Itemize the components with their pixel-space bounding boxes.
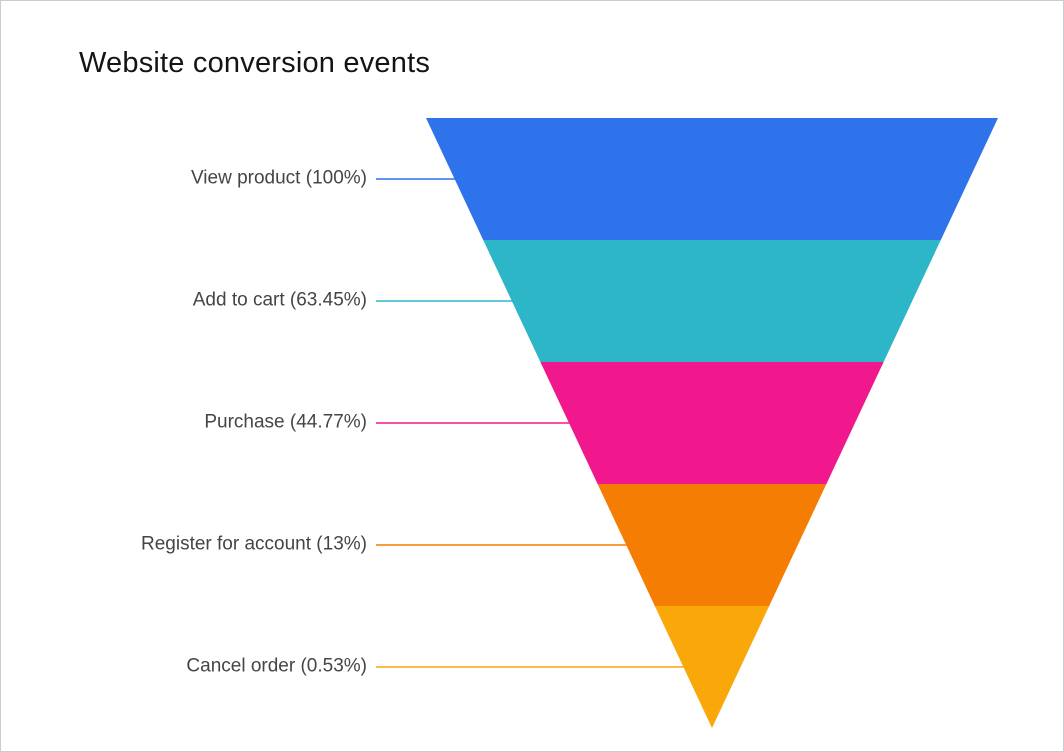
- funnel-segment-purchase[interactable]: [540, 362, 884, 484]
- stage-label-cancel-order: Cancel order (0.53%): [186, 655, 367, 677]
- chart-title: Website conversion events: [79, 47, 431, 79]
- stage-label-add-to-cart: Add to cart (63.45%): [192, 289, 367, 311]
- funnel-segment-add-to-cart[interactable]: [483, 240, 941, 362]
- funnel-segment-cancel-order[interactable]: [654, 606, 770, 728]
- funnel-segment-view-product[interactable]: [426, 118, 998, 240]
- stage-label-register-for-account: Register for account (13%): [141, 533, 367, 555]
- stage-label-purchase: Purchase (44.77%): [204, 411, 367, 433]
- stage-label-view-product: View product (100%): [190, 167, 367, 189]
- funnel-segment-register-for-account[interactable]: [597, 484, 827, 606]
